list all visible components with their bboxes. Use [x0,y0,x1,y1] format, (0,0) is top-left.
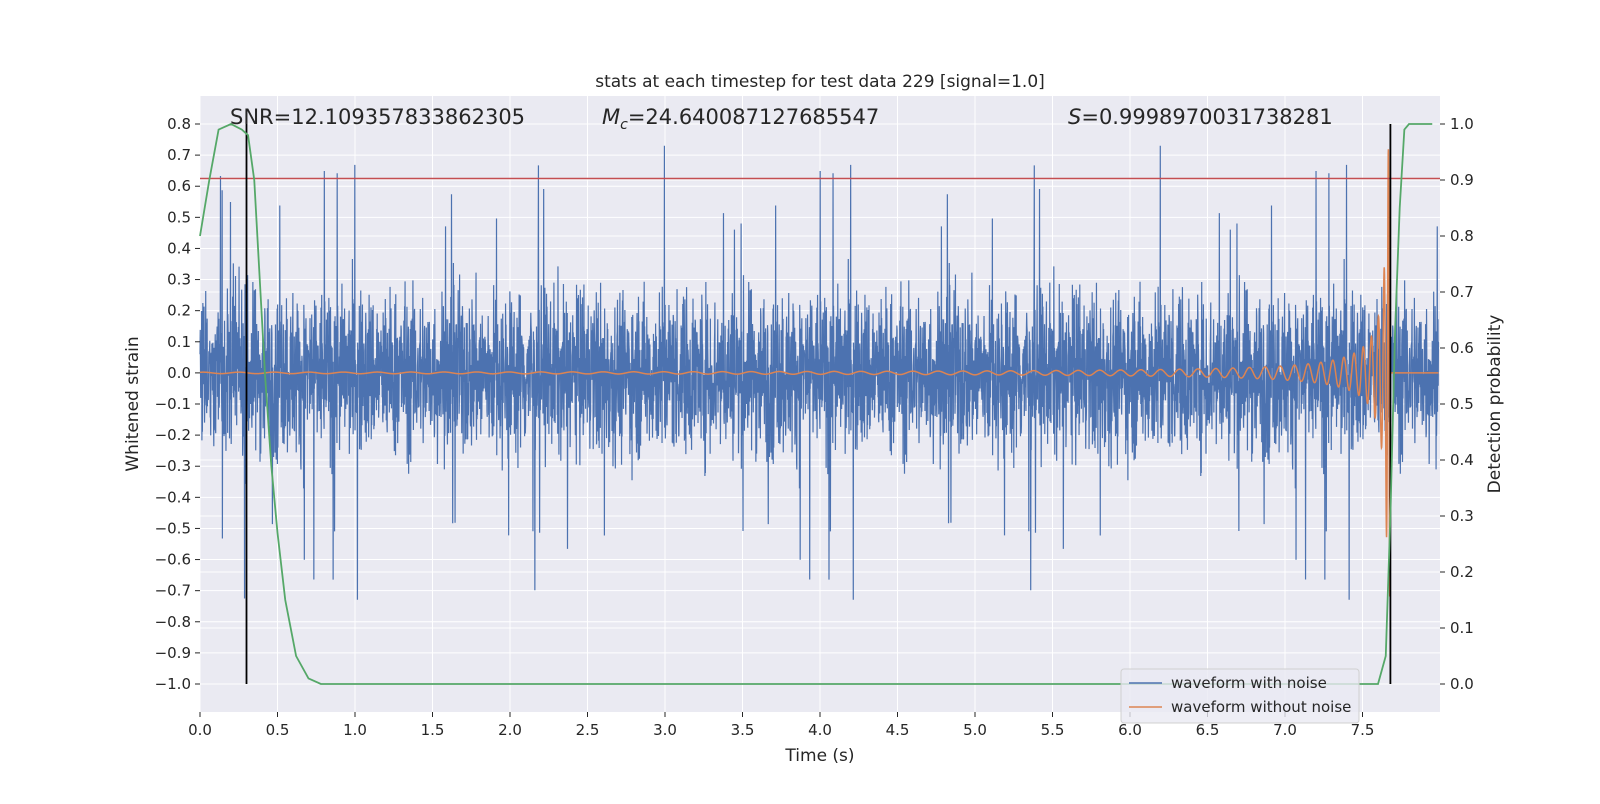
chirp-mass-annotation: Mc=24.640087127685547 [602,105,879,133]
score-value: =0.9998970031738281 [1081,105,1332,129]
x-tick-label: 4.0 [808,721,832,739]
y-tick-label: −0.4 [155,488,191,506]
noisy-waveform-line [199,145,1440,600]
y-right-tick-label: 0.3 [1450,507,1474,525]
y-right-tick-label: 1.0 [1450,115,1474,133]
overlay-layer [199,123,1440,685]
x-tick-label: 1.0 [343,721,367,739]
x-tick-label: 3.0 [653,721,677,739]
chart-title: stats at each timestep for test data 229… [595,72,1045,92]
y-right-tick-label: 0.1 [1450,619,1474,637]
y-tick-label: −0.1 [155,395,191,413]
x-tick-label: 7.5 [1351,721,1375,739]
y-tick-label: 0.1 [167,333,191,351]
y-right-tick-label: 0.2 [1450,563,1474,581]
y-tick-label: −1.0 [155,675,191,693]
chirp-mass-value: =24.640087127685547 [628,105,879,129]
y-axis-label: Whitened strain [123,336,143,471]
x-tick-label: 5.5 [1041,721,1065,739]
legend-label-clean: waveform without noise [1171,698,1351,716]
y-right-tick-label: 0.8 [1450,227,1474,245]
y-tick-label: 0.0 [167,364,191,382]
snr-annotation: SNR=12.109357833862305 [230,105,525,129]
x-tick-label: 7.0 [1273,721,1297,739]
detection-probability-line [199,123,1433,685]
legend-label-noisy: waveform with noise [1171,674,1327,692]
y-right-tick-label: 0.5 [1450,395,1474,413]
x-tick-label: 3.5 [731,721,755,739]
legend-box [1120,668,1360,724]
series-layer [199,145,1440,600]
y-tick-label: 0.7 [167,146,191,164]
y-tick-label: −0.5 [155,519,191,537]
chirp-mass-symbol: M [602,105,620,129]
x-tick-label: 2.0 [498,721,522,739]
y-right-tick-label: 0.9 [1450,171,1474,189]
y-right-tick-label: 0.6 [1450,339,1474,357]
y-tick-label: 0.3 [167,271,191,289]
y-tick-label: −0.9 [155,644,191,662]
y-tick-label: 0.5 [167,208,191,226]
x-tick-label: 2.5 [576,721,600,739]
x-tick-label: 1.5 [421,721,445,739]
y-tick-label: −0.7 [155,582,191,600]
x-tick-label: 0.0 [188,721,212,739]
x-tick-label: 5.0 [963,721,987,739]
y-right-tick-label: 0.4 [1450,451,1474,469]
y-tick-label: −0.6 [155,551,191,569]
y-tick-label: −0.8 [155,613,191,631]
clean-waveform-line [200,149,1439,597]
x-axis-label: Time (s) [784,746,854,766]
y-tick-label: 0.4 [167,239,191,257]
score-symbol: S [1068,105,1081,129]
x-tick-label: 0.5 [266,721,290,739]
score-annotation: S=0.9998970031738281 [1068,105,1333,129]
x-tick-label: 6.0 [1118,721,1142,739]
y-axis-right-label: Detection probability [1485,315,1505,494]
y-tick-label: −0.3 [155,457,191,475]
y-right-tick-label: 0.7 [1450,283,1474,301]
x-tick-label: 6.5 [1196,721,1220,739]
y-tick-label: 0.2 [167,302,191,320]
y-tick-label: 0.8 [167,115,191,133]
y-right-tick-label: 0.0 [1450,675,1474,693]
chirp-mass-subscript: c [620,117,628,133]
y-tick-label: −0.2 [155,426,191,444]
legend: waveform with noise waveform without noi… [1120,668,1360,724]
y-tick-label: 0.6 [167,177,191,195]
x-tick-label: 4.5 [886,721,910,739]
axes-layer: 0.0 0.5 1.0 1.5 2.0 2.5 3.0 3.5 4.0 4.5 5.0 5.5 6.0 6… [155,115,1474,739]
